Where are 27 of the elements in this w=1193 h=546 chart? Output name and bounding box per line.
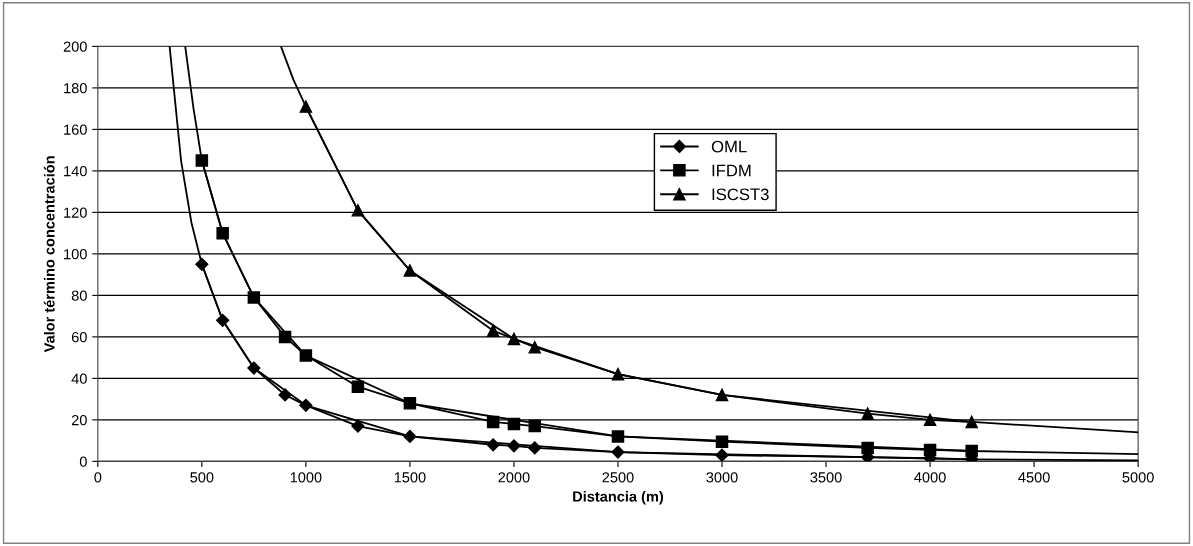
y-tick-label: 40: [71, 373, 87, 384]
x-tick-label: 500: [190, 472, 214, 483]
y-tick-label: 160: [64, 124, 87, 135]
x-tick-label: 3000: [706, 472, 738, 483]
y-tick-label: 60: [71, 331, 87, 343]
y-tick-label: 180: [64, 83, 87, 94]
x-tick-label: 4500: [1018, 472, 1050, 483]
y-tick-label: 20: [71, 414, 87, 426]
y-tick-label: 0: [79, 456, 87, 467]
y-tick-label: 200: [63, 41, 87, 52]
y-tick-label: 80: [71, 290, 87, 301]
y-tick-label: 140: [64, 166, 87, 177]
x-axis-title: Distancia (m): [573, 490, 664, 505]
x-tick-label: 2500: [602, 472, 634, 483]
y-axis-title: Valor término concentración: [43, 156, 55, 353]
x-tick-label: 3500: [810, 472, 842, 483]
legend-label: ISCST3: [712, 188, 769, 201]
x-tick-label: 1500: [394, 472, 426, 483]
x-tick-label: 1000: [290, 472, 322, 483]
legend-label: OML: [711, 140, 747, 153]
x-tick-label: 5000: [1122, 472, 1154, 483]
x-tick-label: 4000: [914, 472, 946, 483]
y-tick-label: 120: [64, 207, 87, 218]
legend-label: IFDM: [712, 164, 751, 177]
x-tick-label: 0: [94, 472, 102, 483]
x-tick-label: 2000: [498, 472, 530, 483]
y-tick-label: 100: [64, 248, 87, 260]
